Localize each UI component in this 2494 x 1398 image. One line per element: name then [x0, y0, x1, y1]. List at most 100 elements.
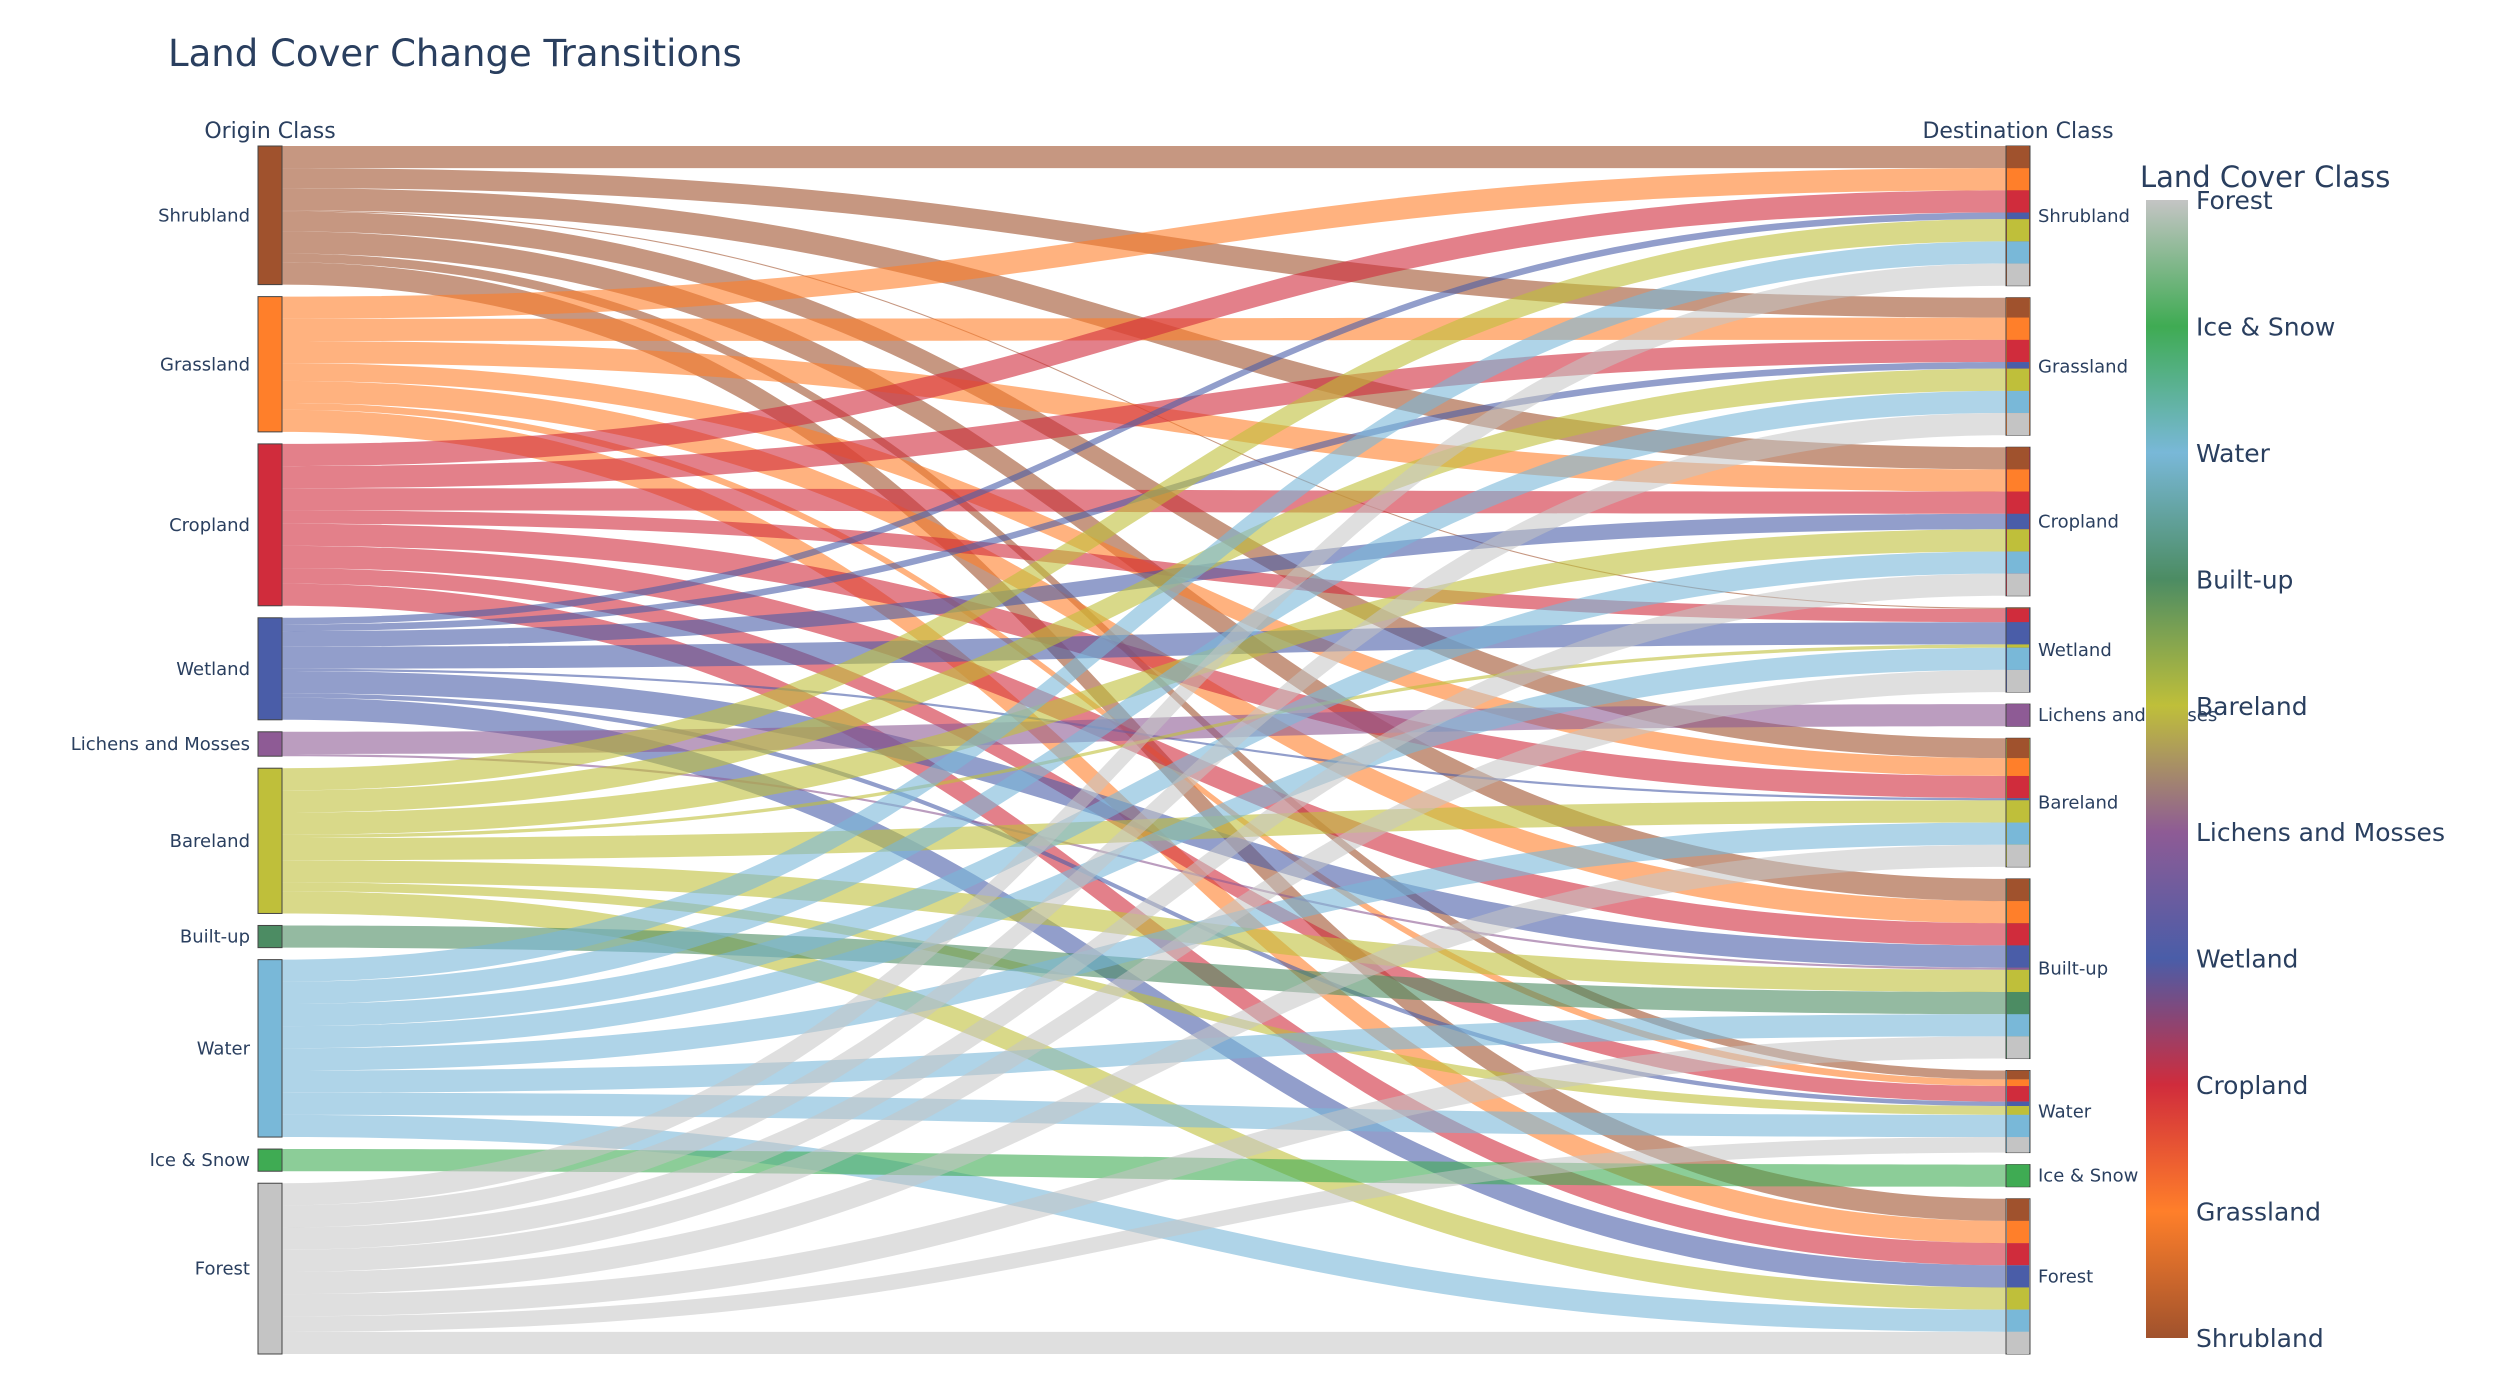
origin-node-built-up[interactable]: [257, 924, 283, 949]
sankey-link[interactable]: [282, 211, 2006, 759]
sankey-link[interactable]: [282, 693, 2006, 1107]
origin-node-grassland[interactable]: [257, 296, 283, 433]
sankey-link[interactable]: [282, 168, 2006, 319]
sankey-link[interactable]: [282, 523, 2006, 799]
colorbar-tick-label: Water: [2196, 439, 2271, 468]
destination-node-segment: [2007, 822, 2029, 845]
colorbar-tick-label: Cropland: [2196, 1071, 2308, 1100]
sankey-link[interactable]: [282, 551, 2006, 1027]
origin-node-label: Cropland: [169, 515, 250, 536]
sankey-link[interactable]: [282, 510, 2006, 623]
origin-node-forest[interactable]: [257, 1182, 283, 1355]
sankey-link[interactable]: [282, 219, 2006, 791]
sankey-link[interactable]: [282, 1036, 2006, 1317]
sankey-link[interactable]: [282, 212, 2006, 625]
colorbar-tick-label: Wetland: [2196, 945, 2298, 974]
destination-node-segment: [2007, 878, 2029, 902]
sankey-link[interactable]: [282, 1137, 2006, 1332]
sankey-link[interactable]: [282, 822, 2006, 1071]
destination-node-segment: [2007, 263, 2029, 286]
sankey-link[interactable]: [282, 529, 2006, 835]
sankey-link[interactable]: [282, 844, 2006, 1295]
colorbar-tick-label: Ice & Snow: [2196, 312, 2335, 341]
origin-node-lichens-and-mosses[interactable]: [257, 731, 283, 757]
sankey-link[interactable]: [282, 622, 2006, 669]
origin-node-label: Wetland: [176, 659, 250, 680]
destination-node-segment: [2007, 339, 2029, 363]
sankey-link[interactable]: [282, 368, 2006, 813]
destination-node-segment: [2007, 368, 2029, 391]
sankey-link[interactable]: [282, 263, 2006, 1206]
origin-node-bareland[interactable]: [257, 767, 283, 914]
destination-node-segment: [2007, 413, 2029, 436]
colorbar-title: Land Cover Class: [2140, 160, 2390, 194]
destination-node-segment: [2007, 1106, 2029, 1115]
destination-node-segment: [2007, 608, 2029, 623]
sankey-link[interactable]: [282, 1014, 2006, 1093]
destination-node-segment: [2007, 1137, 2029, 1153]
origin-node-label: Built-up: [180, 927, 250, 948]
links-layer: [282, 146, 2006, 1354]
destination-node-segment: [2007, 1331, 2029, 1354]
sankey-link[interactable]: [282, 669, 2006, 1272]
destination-node-label: Forest: [2038, 1266, 2093, 1287]
origin-node-label: Forest: [195, 1259, 250, 1280]
colorbar-tick-label: Forest: [2196, 186, 2273, 215]
origin-node-label: Shrubland: [158, 205, 250, 226]
sankey-link[interactable]: [282, 1114, 2006, 1332]
sankey-link[interactable]: [282, 753, 2006, 970]
sankey-link[interactable]: [282, 1331, 2006, 1354]
origin-node-shrubland[interactable]: [257, 145, 283, 286]
destination-node-segment: [2007, 1309, 2029, 1332]
sankey-link[interactable]: [282, 339, 2006, 489]
colorbar-tick-label: Built-up: [2196, 565, 2293, 594]
destination-node-segment: [2007, 991, 2029, 1015]
destination-node-segment: [2007, 969, 2029, 992]
sankey-link[interactable]: [282, 573, 2006, 1250]
sankey-link[interactable]: [282, 390, 2006, 1004]
origin-node-label: Ice & Snow: [150, 1150, 250, 1171]
sankey-link[interactable]: [282, 190, 2006, 467]
destination-column-title: Destination Class: [1922, 119, 2113, 144]
sankey-link[interactable]: [282, 146, 2006, 169]
sankey-link[interactable]: [282, 891, 2006, 1310]
destination-node-segment: [2007, 967, 2029, 970]
sankey-link[interactable]: [282, 241, 2006, 982]
destination-node-segment: [2007, 212, 2029, 220]
destination-node-label: Water: [2038, 1102, 2092, 1123]
origin-node-label: Water: [197, 1038, 251, 1059]
destination-node-label: Ice & Snow: [2038, 1166, 2138, 1187]
destination-node-segment: [2007, 704, 2029, 727]
destination-node-segment: [2007, 317, 2029, 340]
destination-node-segment: [2007, 1114, 2029, 1138]
origin-node-cropland[interactable]: [257, 443, 283, 607]
destination-node-segment: [2007, 1198, 2029, 1221]
destination-node-segment: [2007, 362, 2029, 369]
destination-node-segment: [2007, 469, 2029, 492]
destination-node-segment: [2007, 1086, 2029, 1102]
destination-node-segment: [2007, 447, 2029, 470]
destination-node-segment: [2007, 644, 2029, 648]
colorbar-tick-label: Grassland: [2196, 1198, 2321, 1227]
labels-layer: Origin Class Destination Class Shrubland…: [71, 119, 2218, 1287]
destination-node-label: Grassland: [2038, 356, 2128, 377]
colorbar-legend: Land Cover Class Forest Ice & Snow Water Bu…: [2140, 160, 2445, 1353]
destination-node-segment: [2007, 844, 2029, 867]
origin-node-ice-snow[interactable]: [257, 1148, 283, 1172]
origin-node-wetland[interactable]: [257, 617, 283, 721]
sankey-link[interactable]: [282, 697, 2006, 1288]
destination-node-segment: [2007, 758, 2029, 776]
colorbar-tick-label: Shrubland: [2196, 1324, 2324, 1353]
destination-node-segment: [2007, 219, 2029, 242]
sankey-link[interactable]: [282, 545, 2006, 946]
origin-node-water[interactable]: [257, 959, 283, 1138]
sankey-link[interactable]: [282, 882, 2006, 1115]
sankey-link[interactable]: [282, 647, 2006, 1049]
destination-node-segment: [2007, 1287, 2029, 1310]
destination-node-segment: [2007, 800, 2029, 823]
destination-node-label: Wetland: [2038, 640, 2112, 661]
nodes-layer: [257, 145, 2031, 1355]
sankey-link[interactable]: [282, 413, 2006, 1228]
destination-node-segment: [2007, 491, 2029, 514]
destination-node-segment: [2007, 901, 2029, 924]
